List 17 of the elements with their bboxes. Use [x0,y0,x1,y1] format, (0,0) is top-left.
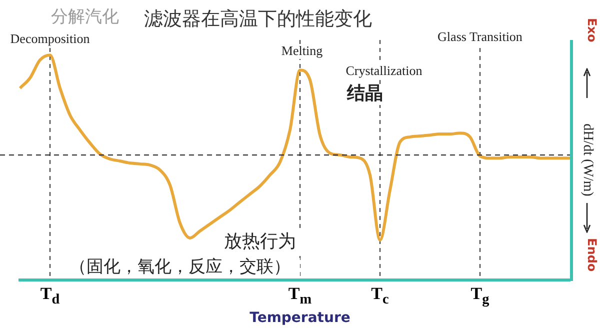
annotation: 结晶 [335,83,395,105]
text: Exo [578,18,599,42]
text: Endo [578,238,599,272]
text: 分解汽化 [40,7,130,28]
x-tick-label: T$_{c}$ [371,284,389,308]
annotation: Crystallization [334,63,434,79]
annotation: （固化，氧化，反应，交联） [60,257,300,278]
text: Decomposition [0,31,100,47]
y-axis-title: dH/dt (W/m) [579,124,595,196]
x-tick-label: T$_{m}$ [288,284,312,308]
x-tick-label: T$_{d}$ [40,284,60,308]
annotation: Melting [270,43,334,59]
annotation: 放热行为 [205,231,315,253]
x-tick-label: T$_{g}$ [470,284,490,308]
x-axis-title: Temperature [248,310,352,326]
chart-title: 滤波器在高温下的性能变化 [140,6,376,32]
text: Glass Transition [430,29,530,45]
